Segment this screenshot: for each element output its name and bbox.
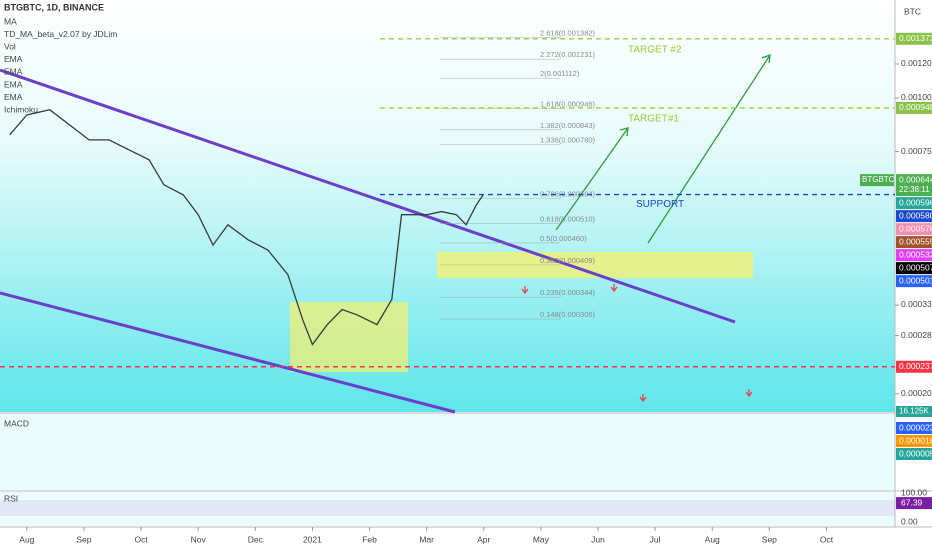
- rsi-name: RSI: [4, 493, 18, 503]
- price-box-label: 0.000644: [899, 174, 932, 184]
- level-label: TARGET #2: [628, 44, 682, 55]
- down-arrows: [521, 284, 753, 402]
- price-box-label: 0.000555: [899, 236, 932, 246]
- x-tick-label: Jun: [591, 534, 605, 544]
- rsi-band: [0, 500, 895, 516]
- price-box-label: 0.000532: [899, 249, 932, 259]
- price-box-label: 0.000596: [899, 197, 932, 207]
- x-tick-label: 2021: [303, 534, 322, 544]
- x-tick-label: Aug: [19, 534, 34, 544]
- price-box-label: 0.000580: [899, 210, 932, 220]
- trend-line: [0, 68, 736, 324]
- x-tick-label: Aug: [705, 534, 720, 544]
- rsi-bottom: 0.00: [901, 516, 918, 526]
- x-tick-label: Sep: [762, 534, 777, 544]
- fib-label: 0.5(0.000460): [540, 234, 587, 243]
- fib-label: 1.336(0.000780): [540, 135, 596, 144]
- fib-label: 2.618(0.001382): [540, 29, 596, 38]
- fib-label: 1.382(0.000843): [540, 121, 596, 130]
- x-tick-label: Feb: [362, 534, 377, 544]
- price-box: [896, 197, 932, 210]
- main-pane: [0, 0, 895, 412]
- x-tick-label: May: [533, 534, 550, 544]
- countdown: 22:38:11: [899, 185, 930, 194]
- price-box-label: 0.000501: [899, 275, 932, 285]
- x-tick-label: Nov: [191, 534, 207, 544]
- price-line: [9, 108, 484, 346]
- indicator-name: Ichimoku: [4, 104, 38, 114]
- macd-label: 0.000023: [899, 422, 932, 432]
- price-box: [896, 210, 932, 223]
- price-box: [896, 275, 932, 288]
- price-box: [896, 174, 932, 197]
- price-box: [896, 101, 932, 114]
- macd-pane: [0, 414, 895, 490]
- fib-label: 0.786(0.000584): [540, 189, 596, 198]
- x-tick-label: Oct: [134, 534, 148, 544]
- arrows: [555, 54, 771, 244]
- price-box-label: 0.000237: [899, 361, 932, 371]
- x-tick-label: Mar: [419, 534, 434, 544]
- price-box-label: 0.000507: [899, 262, 932, 272]
- volume-label: 16.125K: [899, 407, 929, 416]
- indicator-name: MA: [4, 16, 17, 26]
- volume-box: [896, 406, 932, 417]
- level-label: TARGET#1: [628, 114, 679, 125]
- price-box: [896, 236, 932, 249]
- trend-line: [0, 291, 456, 414]
- name-label: BTGBTC: [862, 175, 895, 184]
- macd-box: [896, 435, 932, 447]
- macd-name: MACD: [4, 418, 29, 428]
- fib-label: 0.382(0.000409): [540, 256, 596, 265]
- indicator-name: EMA: [4, 67, 23, 77]
- x-tick-label: Dec: [248, 534, 264, 544]
- chart-title: BTGBTC, 1D, BINANCE: [4, 2, 104, 12]
- x-tick-label: Apr: [477, 534, 490, 544]
- price-box-label: 0.001373: [899, 33, 932, 43]
- fib-label: 1.618(0.000946): [540, 99, 596, 108]
- price-box: [896, 262, 932, 275]
- indicator-name: EMA: [4, 92, 23, 102]
- macd-label: 0.000005: [899, 448, 932, 458]
- macd-box: [896, 448, 932, 460]
- price-box: [896, 32, 932, 45]
- x-tick-label: Sep: [76, 534, 91, 544]
- rsi-label: 67.39: [901, 497, 923, 507]
- rsi-box: [896, 497, 932, 510]
- price-box: [896, 360, 932, 373]
- price-box: [896, 223, 932, 236]
- price-box-label: 0.000576: [899, 223, 932, 233]
- fib-label: 0.148(0.000306): [540, 310, 596, 319]
- name-box: [860, 174, 894, 187]
- rsi-top: 100.00: [901, 487, 927, 497]
- fib-label: 2.272(0.001231): [540, 50, 596, 59]
- macd-label: 0.000018: [899, 435, 932, 445]
- indicator-name: EMA: [4, 79, 23, 89]
- indicator-name: EMA: [4, 54, 23, 64]
- x-tick-label: Jul: [650, 534, 661, 544]
- y-unit: BTC: [904, 6, 921, 16]
- x-tick-label: Oct: [820, 534, 834, 544]
- price-box: [896, 249, 932, 262]
- price-box-label: 0.000948: [899, 102, 932, 112]
- fib-label: 0.618(0.000510): [540, 215, 596, 224]
- fib-label: 2(0.001112): [540, 69, 580, 78]
- fib-label: 0.235(0.000344): [540, 288, 596, 297]
- indicator-name: TD_MA_beta_v2.07 by JDLim: [4, 29, 117, 39]
- level-label: SUPPORT: [636, 199, 684, 210]
- macd-box: [896, 422, 932, 434]
- indicator-name: Vol: [4, 41, 16, 51]
- y-tick-label: 0.000205: [901, 388, 932, 398]
